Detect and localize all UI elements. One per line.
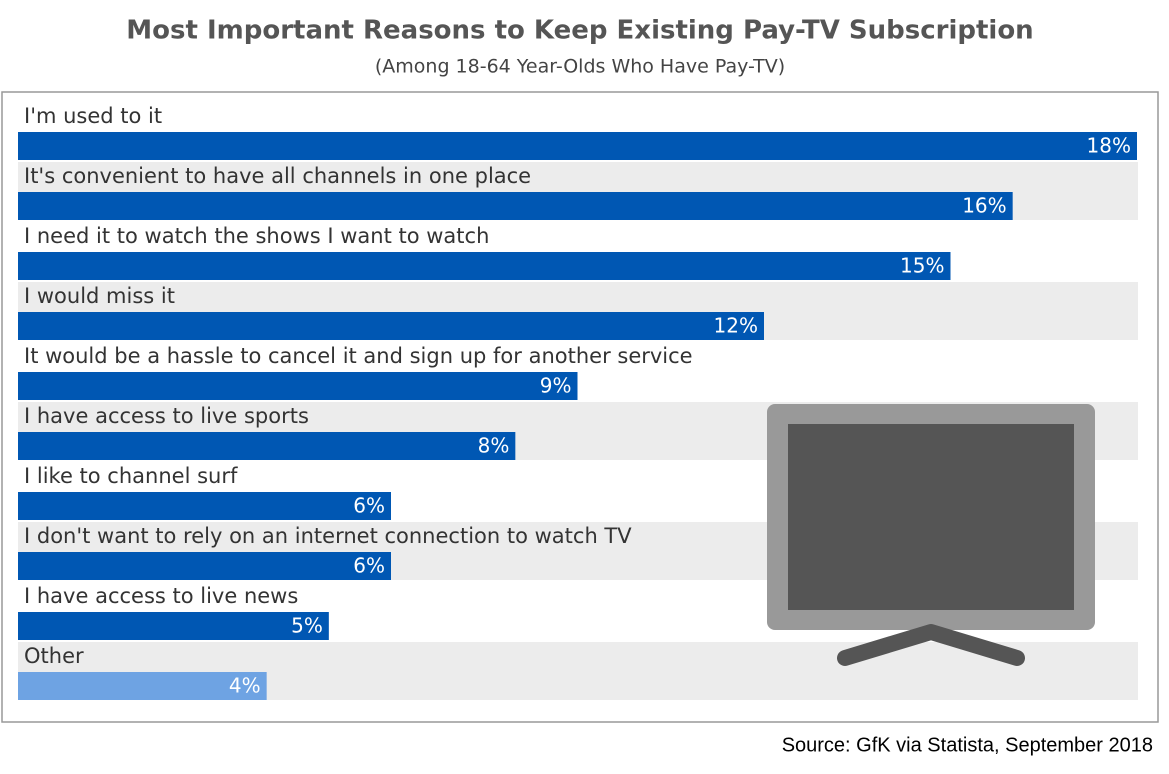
category-label: I have access to live sports xyxy=(24,404,309,428)
category-label: It's convenient to have all channels in … xyxy=(24,164,531,188)
bars: I'm used to it 18% It's convenient to have… xyxy=(18,104,1137,700)
value-label: 16% xyxy=(962,194,1006,218)
bar xyxy=(18,252,951,280)
category-label: Other xyxy=(24,644,84,668)
chart-title: Most Important Reasons to Keep Existing … xyxy=(126,16,1033,46)
value-label: 4% xyxy=(229,674,261,698)
bar xyxy=(18,612,329,640)
category-label: I have access to live news xyxy=(24,584,298,608)
bar xyxy=(18,132,1137,160)
value-label: 6% xyxy=(353,554,385,578)
category-label: I would miss it xyxy=(24,284,175,308)
value-label: 18% xyxy=(1087,134,1131,158)
value-label: 5% xyxy=(291,614,323,638)
value-label: 15% xyxy=(900,254,944,278)
category-label: It would be a hassle to cancel it and si… xyxy=(24,344,693,368)
category-label: I don't want to rely on an internet conn… xyxy=(24,524,632,548)
bar xyxy=(18,672,267,700)
tv-icon xyxy=(767,404,1095,666)
value-label: 8% xyxy=(478,434,510,458)
value-label: 9% xyxy=(540,374,572,398)
bar xyxy=(18,192,1013,220)
category-label: I like to channel surf xyxy=(24,464,238,488)
bar xyxy=(18,492,391,520)
bar xyxy=(18,312,764,340)
category-label: I need it to watch the shows I want to w… xyxy=(24,224,489,248)
bar xyxy=(18,552,391,580)
bar xyxy=(18,372,578,400)
value-label: 12% xyxy=(714,314,758,338)
chart-subtitle: (Among 18-64 Year-Olds Who Have Pay-TV) xyxy=(375,56,785,78)
source: Source: GfK via Statista, September 2018 xyxy=(782,734,1153,756)
category-label: I'm used to it xyxy=(24,104,162,128)
value-label: 6% xyxy=(353,494,385,518)
bar xyxy=(18,432,516,460)
